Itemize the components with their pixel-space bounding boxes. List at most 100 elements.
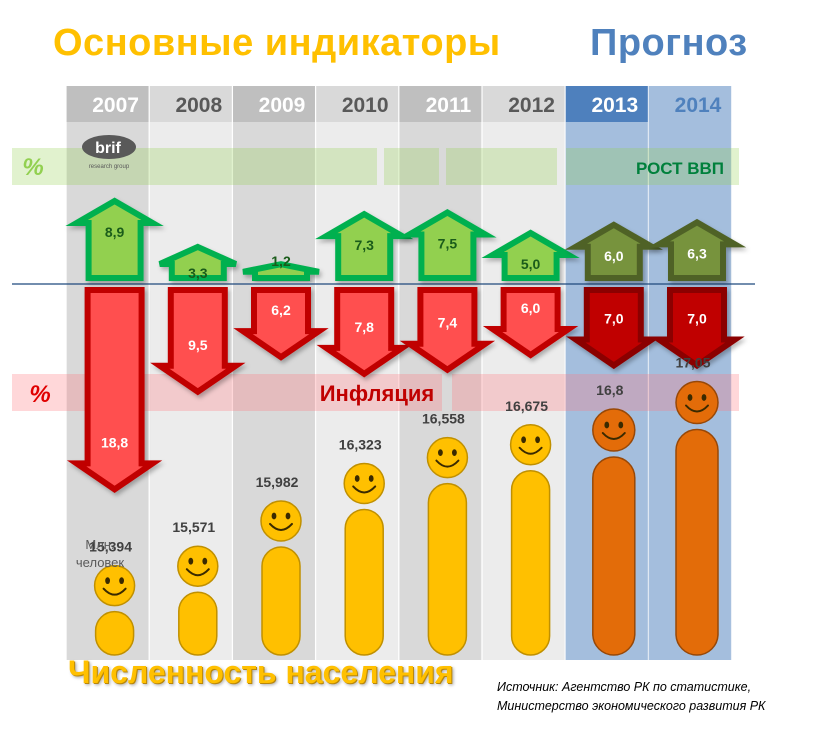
figure-eye: [202, 557, 208, 565]
figure-eye: [119, 577, 124, 585]
gdp-band-segment: [384, 148, 439, 185]
chart-title: Основные индикаторы: [53, 22, 501, 64]
figure-eye: [188, 557, 194, 565]
figure-body: [178, 591, 218, 656]
gdp-band-label: РОСТ ВВП: [636, 159, 724, 178]
figure-eye: [271, 512, 277, 520]
gdp-arrow-2009: [242, 261, 320, 281]
forecast-title: Прогноз: [590, 22, 748, 64]
figure-head: [343, 462, 385, 505]
figure-head: [426, 436, 469, 479]
figure-eye: [354, 475, 360, 482]
figure-head: [93, 564, 136, 607]
figure-smile: [102, 587, 127, 596]
inflation-value-label: 7,8: [354, 319, 374, 335]
figure-head: [675, 380, 719, 425]
gdp-arrow-2010: [315, 210, 414, 281]
logo-subtext: research group: [89, 164, 130, 170]
figure-head: [592, 408, 636, 452]
gdp-arrow-2011: [398, 209, 497, 281]
year-header: [649, 86, 731, 122]
year-header: [482, 86, 565, 122]
population-value-label: 16,323: [339, 436, 382, 452]
figure-smile: [352, 485, 377, 494]
inflation-percent-symbol: %: [29, 381, 50, 408]
gdp-value-label: 7,5: [438, 236, 458, 252]
population-value-label: 16,675: [505, 398, 548, 414]
figure-smile: [601, 432, 626, 440]
figure-smile: [269, 522, 293, 531]
inflation-arrow-2008: [150, 287, 246, 396]
source-note: Источник: Агентство РК по статистике, Ми…: [497, 678, 765, 716]
source-line-2: Министерство экономического развития РК: [497, 699, 766, 713]
inflation-arrow-2011: [399, 287, 496, 374]
figure-eye: [604, 421, 610, 429]
year-header: [66, 86, 149, 122]
gdp-arrow-2014: [647, 218, 747, 281]
population-figure-2008: [177, 545, 219, 656]
gdp-arrow-2012: [481, 229, 580, 281]
inflation-value-label: 7,0: [687, 311, 707, 327]
year-label-2014: 2014: [675, 94, 722, 117]
logo-text: brif: [95, 140, 121, 157]
population-value-label: 15,982: [256, 474, 299, 490]
population-figure-2014: [675, 380, 719, 656]
gdp-percent-symbol: %: [22, 154, 43, 181]
inflation-arrow-2014: [649, 287, 745, 370]
figure-head: [177, 545, 219, 587]
population-value-label: 16,8: [596, 382, 623, 398]
inflation-value-label: 7,4: [438, 315, 458, 331]
year-label-2013: 2013: [591, 94, 638, 117]
population-figure-2012: [509, 424, 552, 656]
figure-eye: [618, 421, 624, 429]
population-unit-label: Млн. человек: [76, 537, 125, 570]
figure-eye: [438, 449, 443, 457]
gdp-band-segment: [12, 148, 377, 185]
year-header: [233, 86, 315, 122]
inflation-arrow-2013: [566, 287, 662, 370]
figure-body: [427, 482, 468, 656]
gdp-value-label: 1,2: [271, 253, 291, 269]
gdp-value-label: 3,3: [188, 265, 208, 281]
figure-eye: [285, 512, 291, 520]
gdp-band: [12, 148, 739, 185]
figure-eye: [368, 475, 374, 482]
year-header: [565, 86, 648, 122]
population-unit-line: человек: [76, 555, 125, 570]
figure-eye: [535, 436, 540, 444]
inflation-value-label: 7,0: [604, 311, 624, 327]
figure-body: [344, 508, 384, 656]
figure-eye: [521, 436, 526, 444]
gdp-arrow-2007: [65, 197, 164, 281]
population-value-label: 15,394: [89, 539, 132, 555]
figure-smile: [518, 446, 543, 455]
figure-body: [592, 456, 636, 656]
gdp-value-label: 7,3: [354, 237, 374, 253]
year-label-2007: 2007: [92, 94, 139, 117]
source-line-1: Источник: Агентство РК по статистике,: [497, 680, 752, 694]
figure-eye: [452, 449, 457, 457]
gdp-band-segment: [566, 148, 739, 185]
gdp-arrow-2008: [158, 243, 238, 281]
figure-smile: [685, 404, 709, 413]
figure-body: [510, 470, 551, 656]
inflation-band-label: Инфляция: [320, 381, 435, 406]
figure-smile: [435, 459, 460, 468]
year-label-2012: 2012: [508, 94, 555, 117]
gdp-band-segment: [446, 148, 557, 185]
inflation-value-label: 6,0: [521, 300, 541, 316]
figure-body: [261, 546, 301, 656]
gdp-value-label: 5,0: [521, 256, 541, 272]
figure-eye: [701, 394, 707, 401]
inflation-value-label: 9,5: [188, 337, 208, 353]
gdp-value-label: 6,3: [687, 245, 707, 261]
year-header: [399, 86, 482, 122]
population-figure-2009: [260, 500, 302, 656]
figure-head: [509, 424, 552, 466]
figure-eye: [687, 394, 693, 401]
year-label-2011: 2011: [426, 94, 472, 117]
year-label-2008: 2008: [175, 94, 222, 117]
population-value-label: 17,05: [675, 355, 710, 371]
figure-head: [260, 500, 302, 542]
